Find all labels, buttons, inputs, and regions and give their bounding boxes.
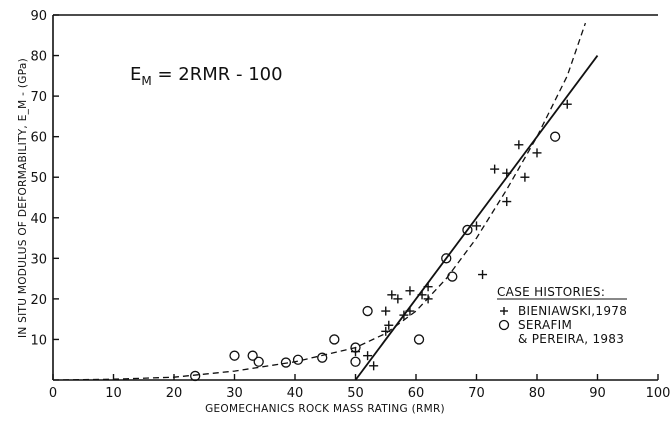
plus-marker-point [562,99,572,109]
y-tick-label: 20 [30,293,47,308]
plus-marker-point [423,282,433,292]
equation-annotation: EM = 2RMR - 100 [130,64,283,88]
x-axis-label: GEOMECHANICS ROCK MASS RATING (RMR) [205,403,445,415]
y-tick-label: 50 [30,171,47,186]
y-tick-label: 10 [30,333,47,348]
plus-marker-point [384,320,394,330]
circle-marker-point [292,354,304,365]
plus-marker-point [381,306,391,316]
plus-marker-point [490,164,500,174]
y-axis-ticks: 10 20 30 40 50 60 70 80 90 [30,9,59,348]
x-tick-label: 90 [589,386,606,401]
legend: CASE HISTORIES: BIENIAWSKI,1978 SERAFIM … [497,285,627,346]
y-tick-label: 40 [30,212,47,227]
x-tick-label: 0 [49,386,57,401]
y-tick-label: 90 [30,9,47,24]
x-tick-label: 80 [529,386,546,401]
plus-marker-point [405,286,415,296]
circle-marker-point [362,305,373,317]
legend-entry-serafim-line2: & PEREIRA, 1983 [518,332,624,346]
plus-marker-point [514,140,524,150]
plus-marker-point [399,310,409,320]
plus-marker-point [417,290,427,300]
circle-marker-point [280,357,292,368]
equation-subscript: M [141,74,151,88]
x-tick-label: 50 [347,386,364,401]
x-tick-label: 10 [105,386,122,401]
x-tick-label: 70 [468,386,485,401]
y-tick-label: 60 [30,131,47,146]
x-tick-label: 60 [408,386,425,401]
plus-marker-point [363,351,373,361]
y-tick-label: 30 [30,252,47,267]
data-points [190,99,572,382]
y-tick-label: 70 [30,90,47,105]
equation-suffix: = 2RMR - 100 [152,64,283,85]
legend-entry-bieniawski: BIENIAWSKI,1978 [518,304,627,318]
x-axis-ticks: 0 10 20 30 40 50 60 70 80 90 100 [49,374,671,401]
plus-marker-point [478,270,488,280]
circle-marker-point [413,334,425,345]
x-tick-label: 100 [646,386,671,401]
equation-prefix: E [130,64,141,85]
y-axis-label: IN SITU MODULUS OF DEFORMABILITY, E_M - … [17,58,29,338]
circle-marker-point [447,271,458,282]
circle-marker-point [350,342,361,353]
plus-marker-point [393,294,403,304]
legend-title: CASE HISTORIES: [497,285,605,299]
circle-marker-point [462,224,473,236]
circle-marker-point [190,370,201,382]
x-tick-label: 40 [287,386,304,401]
circle-marker-point [317,352,328,363]
legend-marker-circle [498,319,510,331]
circle-marker-point [329,334,340,345]
circle-marker-point [550,131,561,142]
plus-marker-point [502,168,512,178]
circle-marker-point [350,356,361,367]
circle-marker-point [229,350,240,361]
plus-marker-point [423,294,433,304]
plus-marker-point [520,172,530,182]
x-tick-label: 30 [226,386,243,401]
plus-marker-point [532,148,542,158]
plus-marker-point [405,306,415,316]
plus-marker-point [387,290,397,300]
plus-marker-point [381,326,391,336]
fit-curve-dashed [52,22,587,381]
y-tick-label: 80 [30,50,47,65]
plus-marker-point [472,221,481,231]
circle-marker-point [253,356,264,367]
plus-marker-point [502,197,512,207]
legend-entry-serafim: SERAFIM [518,318,572,332]
x-tick-label: 20 [166,386,183,401]
plus-marker-point [369,361,379,371]
legend-marker-plus [500,307,508,315]
fit-lines [52,22,599,381]
circle-marker-point [247,350,258,361]
circle-marker-point [441,253,452,264]
